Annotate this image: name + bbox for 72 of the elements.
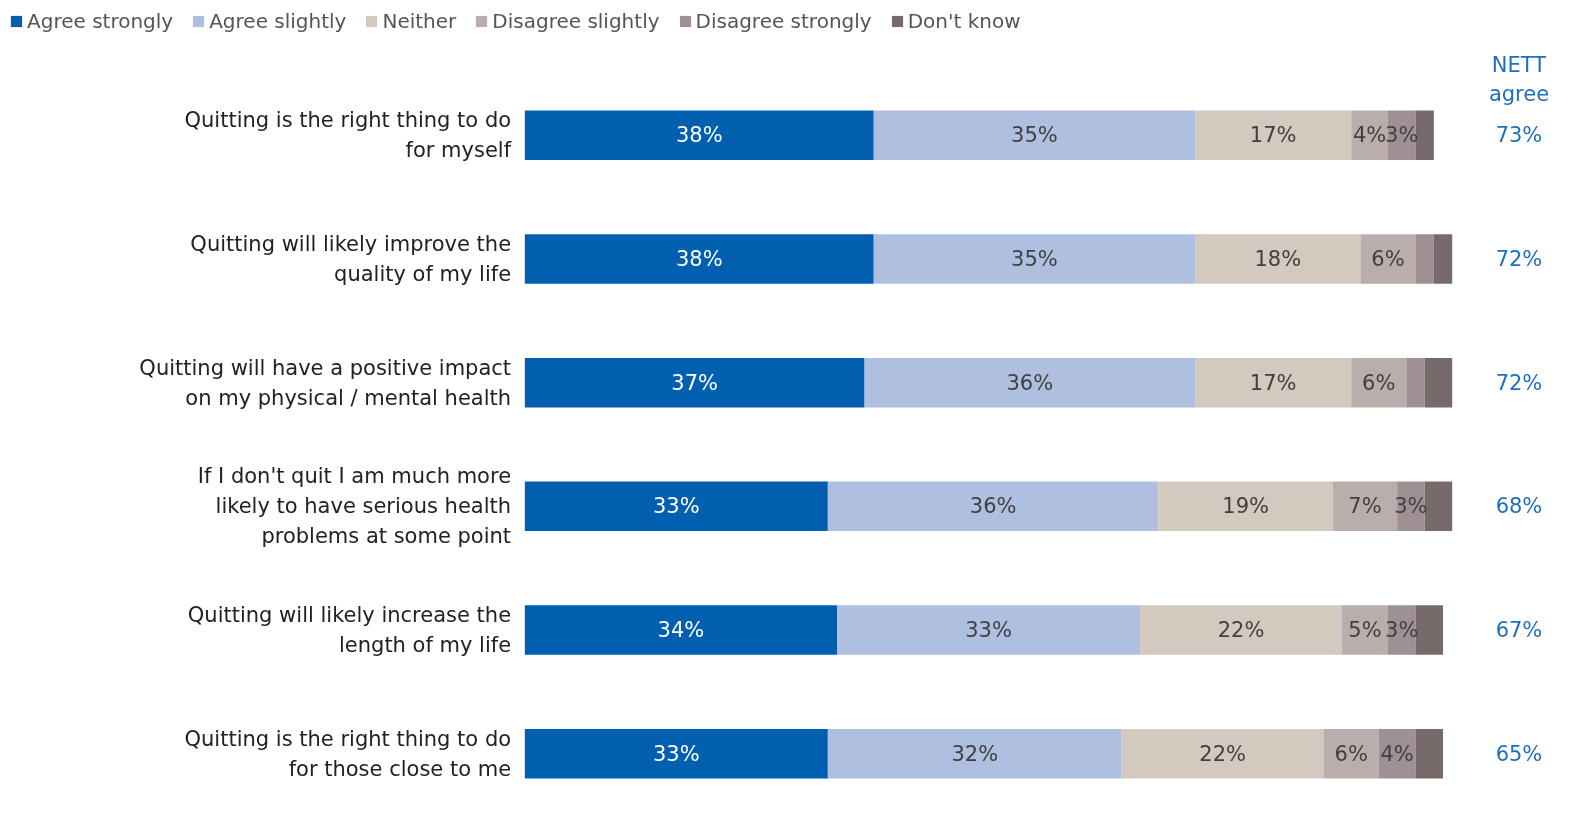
bar bbox=[827, 481, 1159, 532]
bar bbox=[524, 357, 865, 408]
text: 72% bbox=[1495, 247, 1543, 272]
bar bbox=[524, 234, 874, 284]
bar bbox=[827, 728, 1122, 779]
bar bbox=[864, 357, 1196, 408]
bar bbox=[1424, 357, 1453, 408]
bar bbox=[1415, 728, 1444, 779]
data-label: 35% bbox=[1011, 247, 1058, 272]
data-label: 22% bbox=[1217, 618, 1265, 642]
bar bbox=[1195, 357, 1352, 408]
data-label: 36% bbox=[1006, 370, 1054, 395]
legend-label: Neither bbox=[382, 9, 457, 33]
data-label: 5% bbox=[1348, 618, 1382, 642]
data-label: 35% bbox=[1011, 123, 1058, 148]
data-label: 18% bbox=[1254, 247, 1302, 272]
data-label: 6% bbox=[1371, 247, 1405, 272]
data-label: 34% bbox=[657, 618, 705, 642]
y-tick-label: Quitting is the right thing to do for those close to me bbox=[184, 726, 512, 781]
data-label: 33% bbox=[653, 741, 700, 766]
bar bbox=[1415, 234, 1434, 284]
bar bbox=[524, 110, 874, 161]
data-label: 33% bbox=[653, 494, 700, 519]
data-label: 3% bbox=[1394, 494, 1428, 519]
data-label: 22% bbox=[1199, 741, 1247, 766]
legend-label: Don't know bbox=[907, 9, 1021, 33]
bar bbox=[1158, 481, 1333, 532]
y-tick-label: Quitting will likely increase the length of my life bbox=[187, 603, 512, 657]
bar bbox=[873, 110, 1196, 161]
bar bbox=[1406, 357, 1425, 408]
bar bbox=[1342, 605, 1388, 655]
bar bbox=[837, 605, 1141, 655]
bar bbox=[524, 481, 828, 532]
bar bbox=[1140, 605, 1343, 655]
bar bbox=[524, 728, 828, 779]
bar bbox=[524, 605, 838, 655]
data-label: 17% bbox=[1249, 370, 1297, 395]
text: 72% bbox=[1495, 370, 1543, 395]
data-label: 33% bbox=[965, 618, 1012, 642]
text: 67% bbox=[1495, 618, 1543, 642]
bar bbox=[1360, 234, 1416, 284]
text: NETT agree bbox=[1488, 53, 1550, 107]
text: 68% bbox=[1495, 494, 1543, 519]
legend-label: Disagree strongly bbox=[695, 9, 872, 33]
data-label: 3% bbox=[1385, 123, 1419, 148]
bar bbox=[1121, 728, 1324, 779]
y-tick-label: Quitting is the right thing to do for myself bbox=[184, 108, 512, 163]
data-label: 37% bbox=[671, 370, 719, 395]
data-label: 4% bbox=[1380, 741, 1414, 766]
legend-label: Agree slightly bbox=[209, 9, 347, 33]
data-label: 38% bbox=[675, 123, 723, 148]
text: 65% bbox=[1495, 741, 1543, 766]
data-label: 32% bbox=[951, 741, 999, 766]
data-label: 7% bbox=[1348, 494, 1382, 519]
data-label: 36% bbox=[969, 494, 1017, 519]
data-label: 17% bbox=[1249, 123, 1297, 148]
legend-label: Agree strongly bbox=[27, 9, 174, 33]
y-tick-label: If I don't quit I am much more likely to have serious health problems at some point bbox=[197, 464, 512, 549]
data-label: 19% bbox=[1222, 494, 1269, 519]
bar bbox=[1195, 110, 1352, 161]
bar bbox=[1433, 234, 1453, 284]
data-label: 3% bbox=[1385, 618, 1419, 642]
text: 73% bbox=[1495, 123, 1543, 148]
data-label: 4% bbox=[1352, 123, 1387, 148]
bar bbox=[1195, 234, 1361, 284]
data-label: 38% bbox=[675, 247, 723, 272]
legend-label: Disagree slightly bbox=[492, 9, 660, 33]
y-tick-label: Quitting will likely improve the quality of my life bbox=[190, 232, 512, 287]
data-label: 6% bbox=[1334, 741, 1368, 766]
data-label: 6% bbox=[1362, 370, 1396, 395]
y-tick-label: Quitting will have a positive impact on my physical / mental health bbox=[139, 355, 512, 410]
bar bbox=[873, 234, 1196, 284]
